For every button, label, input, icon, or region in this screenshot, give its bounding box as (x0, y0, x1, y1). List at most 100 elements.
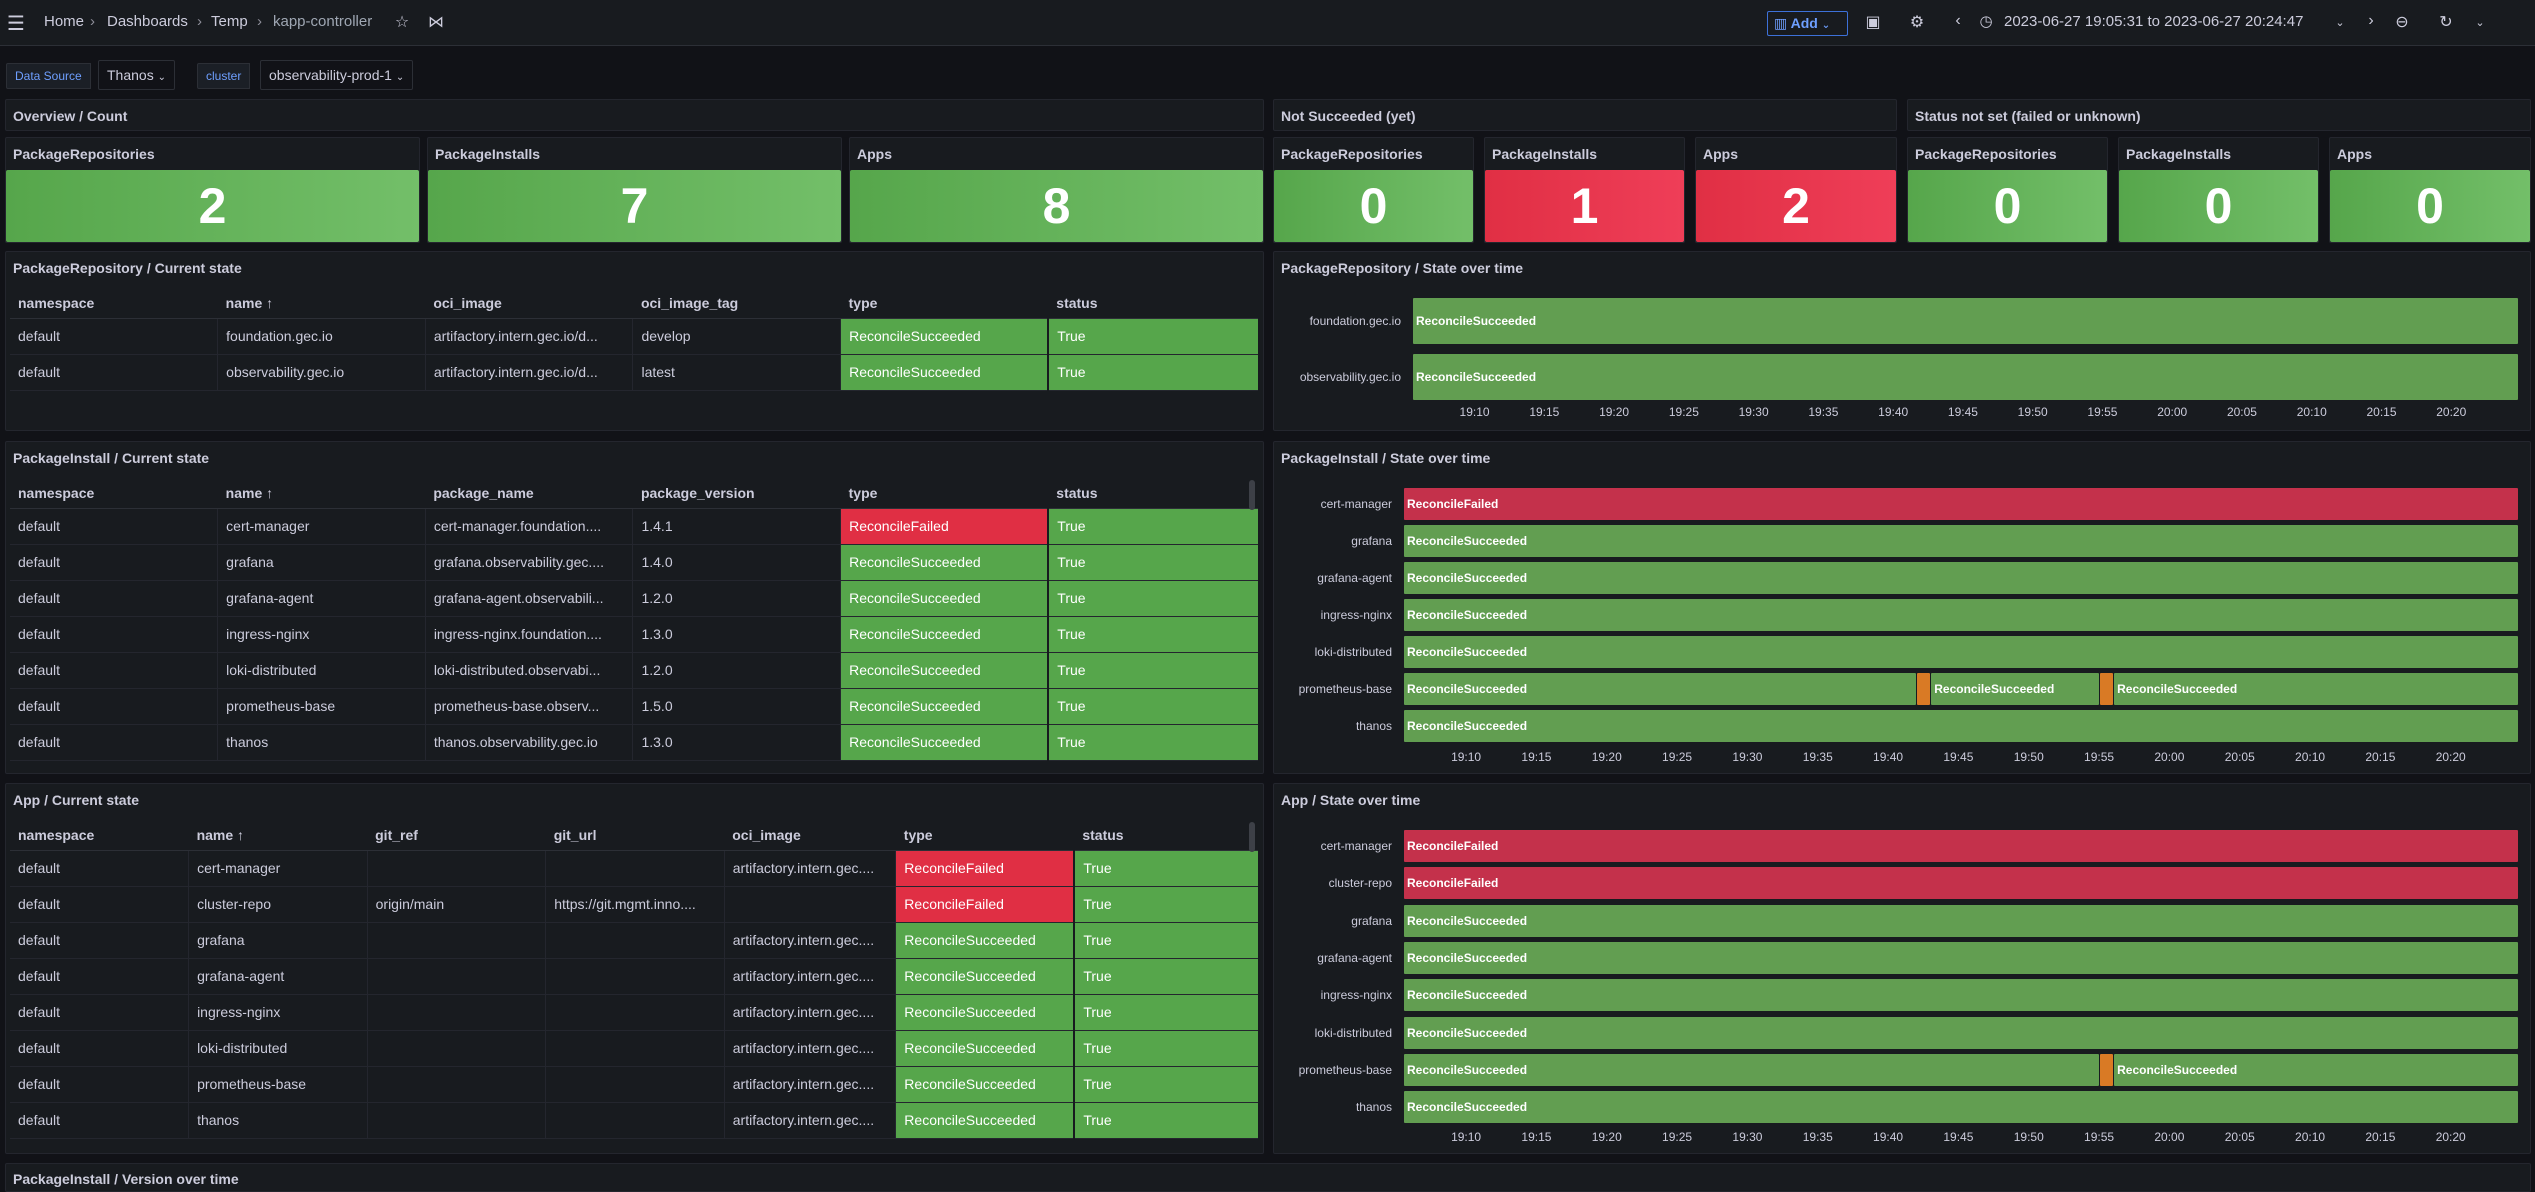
column-header-namespace[interactable]: namespace (10, 478, 218, 509)
time-shift-forward-icon[interactable]: › (2368, 12, 2374, 29)
table-scrollbar[interactable] (1249, 480, 1255, 510)
save-icon[interactable]: ▣ (1865, 14, 1881, 31)
column-header-status[interactable]: status (1048, 478, 1259, 509)
cell-status: True (1048, 318, 1260, 355)
column-header-namespace[interactable]: namespace (10, 288, 218, 319)
cell-namespace: default (10, 616, 219, 653)
table-row: default cert-manager cert-manager.foundati… (10, 508, 1260, 545)
timeline-segment[interactable] (1917, 673, 1931, 705)
timeline-segment[interactable]: ReconcileSucceeded (1404, 1053, 2100, 1086)
stat-panel[interactable]: PackageInstalls 7 (427, 137, 842, 243)
zoom-out-icon[interactable]: ⊖ (2395, 14, 2409, 31)
timeline-segment[interactable]: ReconcileSucceeded (1404, 941, 2518, 974)
column-header-git_url[interactable]: git_url (545, 820, 725, 851)
timeline-segment[interactable]: ReconcileSucceeded (1404, 904, 2518, 937)
table-row: default cluster-repo origin/main https://gi… (10, 886, 1260, 923)
column-header-type[interactable]: type (840, 478, 1049, 509)
x-axis-tick-label: 19:10 (1451, 1130, 1482, 1144)
refresh-interval-chevron-down-icon[interactable]: ⌄ (2475, 17, 2485, 29)
column-header-name[interactable]: name ↑ (188, 820, 368, 851)
stat-panel[interactable]: Apps 8 (849, 137, 1264, 243)
column-header-namespace[interactable]: namespace (10, 820, 189, 851)
cell-namespace: default (10, 318, 219, 355)
time-shift-back-icon[interactable]: ‹ (1955, 12, 1961, 29)
cluster-select[interactable]: observability-prod-1 ⌄ (260, 60, 414, 90)
timeline-segment[interactable]: ReconcileSucceeded (1404, 979, 2518, 1012)
timeline-segment[interactable]: ReconcileSucceeded (1404, 599, 2518, 631)
cell-git_ref (367, 922, 547, 959)
x-axis-tick-label: 19:45 (1943, 1130, 1974, 1144)
cell-namespace: default (10, 958, 190, 995)
row-packageinstall-version-over-time[interactable]: PackageInstall / Version over time (5, 1163, 2531, 1192)
row-overview[interactable]: Overview / Count (5, 99, 1264, 131)
timeline-segment[interactable]: ReconcileSucceeded (1413, 298, 2518, 344)
breadcrumb-home[interactable]: Home (44, 13, 85, 30)
x-axis-tick-label: 19:25 (1662, 1130, 1693, 1144)
table-header-row: namespace name ↑ git_ref git_url oci_image ty… (10, 820, 1259, 851)
datasource-select[interactable]: Thanos ⌄ (98, 60, 175, 90)
column-header-package_name[interactable]: package_name (425, 478, 633, 509)
cell-oci_image (724, 886, 897, 923)
column-header-name[interactable]: name ↑ (217, 288, 426, 319)
add-button[interactable]: ▥ Add ⌄ (1767, 11, 1848, 36)
column-header-status[interactable]: status (1074, 820, 1259, 851)
table-scrollbar[interactable] (1249, 822, 1255, 852)
column-header-label: type (903, 826, 933, 843)
row-status-not-set[interactable]: Status not set (failed or unknown) (1907, 99, 2531, 131)
timeline-segment[interactable]: ReconcileSucceeded (1404, 525, 2518, 557)
column-header-oci_image[interactable]: oci_image (425, 288, 633, 319)
timeline-segment[interactable]: ReconcileSucceeded (2114, 673, 2518, 705)
column-header-type[interactable]: type (895, 820, 1075, 851)
refresh-icon[interactable]: ↻ (2439, 14, 2453, 31)
column-header-name[interactable]: name ↑ (217, 478, 426, 509)
timeline-segment[interactable]: ReconcileFailed (1404, 488, 2518, 520)
breadcrumb-dashboards[interactable]: Dashboards (107, 13, 188, 30)
panel-title: PackageInstall / Current state (13, 450, 210, 466)
stat-panel[interactable]: PackageRepositories 0 (1907, 137, 2108, 243)
timeline-segment[interactable]: ReconcileSucceeded (1404, 636, 2518, 668)
cell-namespace: default (10, 354, 219, 391)
x-axis-tick-label: 19:35 (1808, 405, 1839, 419)
share-icon[interactable]: ⋈ (428, 14, 444, 31)
star-icon[interactable]: ☆ (394, 14, 410, 31)
timeline-segment[interactable]: ReconcileSucceeded (1404, 673, 1917, 705)
timeline-segment[interactable]: ReconcileSucceeded (1404, 562, 2518, 594)
stat-panel[interactable]: PackageRepositories 0 (1273, 137, 1474, 243)
column-header-oci_image_tag[interactable]: oci_image_tag (632, 288, 841, 319)
x-axis-tick-label: 19:25 (1668, 405, 1699, 419)
menu-icon[interactable]: ☰ (7, 13, 25, 35)
timeline-segment[interactable]: ReconcileSucceeded (1404, 1091, 2518, 1124)
stat-panel[interactable]: PackageRepositories 2 (5, 137, 420, 243)
x-axis-tick-label: 19:35 (1802, 750, 1833, 764)
stat-panel[interactable]: Apps 2 (1695, 137, 1897, 243)
column-header-package_version[interactable]: package_version (632, 478, 841, 509)
settings-gear-icon[interactable]: ⚙ (1909, 14, 1925, 31)
packagerepository-table: namespace name ↑ oci_image oci_image_tag typ… (10, 288, 1260, 391)
column-header-type[interactable]: type (840, 288, 1049, 319)
panel-title: PackageRepository / Current state (13, 260, 242, 276)
column-header-git_ref[interactable]: git_ref (367, 820, 546, 851)
timeline-segment[interactable]: ReconcileSucceeded (1404, 1016, 2518, 1049)
panel-title: App / State over time (1281, 792, 1421, 808)
timeline-segment[interactable]: ReconcileSucceeded (1931, 673, 2100, 705)
variable-label-cluster: cluster (197, 63, 251, 89)
column-header-status[interactable]: status (1048, 288, 1259, 319)
cell-namespace: default (10, 886, 190, 923)
timeline-segment[interactable]: ReconcileSucceeded (1413, 354, 2518, 400)
timeline-segment[interactable]: ReconcileFailed (1404, 830, 2518, 862)
timeline-segment[interactable]: ReconcileSucceeded (1404, 710, 2518, 742)
timeline-segment[interactable] (2100, 673, 2114, 705)
timeline-segment[interactable]: ReconcileSucceeded (2114, 1053, 2518, 1086)
breadcrumb-temp[interactable]: Temp (211, 13, 248, 30)
stat-panel[interactable]: PackageInstalls 1 (1484, 137, 1685, 243)
timeline-segment[interactable]: ReconcileFailed (1404, 867, 2518, 900)
timeline-segment[interactable] (2100, 1053, 2114, 1086)
stat-panel[interactable]: Apps 0 (2329, 137, 2531, 243)
cell-namespace: default (10, 994, 190, 1031)
row-not-succeeded[interactable]: Not Succeeded (yet) (1273, 99, 1897, 131)
time-range-chevron-down-icon[interactable]: ⌄ (2335, 17, 2345, 29)
stat-panel[interactable]: PackageInstalls 0 (2118, 137, 2319, 243)
time-range-picker[interactable]: 2023-06-27 19:05:31 to 2023-06-27 20:24:… (2004, 13, 2304, 30)
x-axis-tick-label: 20:10 (2295, 1130, 2326, 1144)
column-header-oci_image[interactable]: oci_image (724, 820, 896, 851)
